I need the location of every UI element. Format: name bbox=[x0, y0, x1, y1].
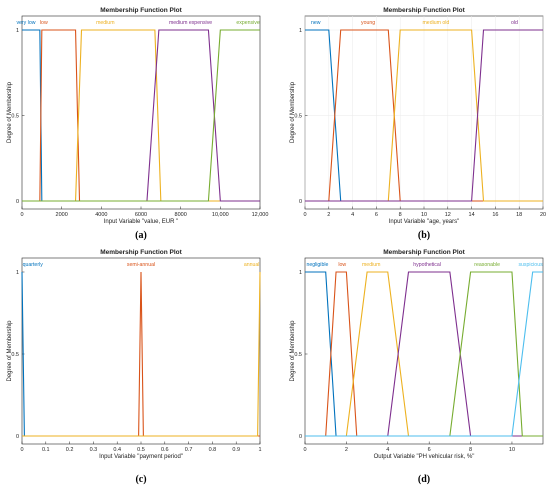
series-label: suspicious bbox=[518, 262, 543, 268]
x-tick-label: 10,000 bbox=[212, 212, 229, 218]
chart-title: Membership Function Plot bbox=[100, 7, 182, 14]
x-tick-label: 2 bbox=[327, 212, 330, 218]
series-label: medium bbox=[96, 20, 114, 26]
series-line-expensive bbox=[22, 29, 260, 202]
series-label: medium expensive bbox=[169, 20, 212, 26]
y-tick-label: 0.5 bbox=[294, 114, 302, 120]
series-label: low bbox=[40, 20, 48, 26]
x-tick-label: 0.3 bbox=[90, 447, 98, 453]
x-tick-label: 0.8 bbox=[209, 447, 217, 453]
y-axis-label: Degree of Membership bbox=[290, 320, 296, 382]
series-label: quarterly bbox=[23, 262, 44, 268]
y-tick-label: 1 bbox=[16, 270, 19, 276]
series-label: very low bbox=[16, 20, 35, 26]
x-tick-label: 2 bbox=[345, 447, 348, 453]
x-tick-label: 8 bbox=[399, 212, 402, 218]
x-tick-label: 0 bbox=[303, 212, 306, 218]
y-tick-label: 1 bbox=[299, 270, 302, 276]
series-line-old bbox=[305, 29, 543, 202]
chart-panel-3: 0 0.1 0.2 0.3 0.4 0.5 0.6 0.7 0.8 0.9 1 0 0.5 1 quarte… bbox=[7, 249, 262, 485]
plot-area bbox=[21, 15, 261, 210]
chart-panel-2: 0 2 4 6 8 10 12 14 16 18 20 0 0.5 1 new young medium old… bbox=[290, 7, 546, 241]
series-label: semi-annual bbox=[127, 262, 155, 268]
x-tick-label: 0 bbox=[20, 212, 23, 218]
x-tick-label: 10 bbox=[509, 447, 515, 453]
y-tick-label: 0 bbox=[16, 199, 19, 205]
series-label: hypothetical bbox=[413, 262, 441, 268]
x-axis-label: Input Variable "payment period" bbox=[99, 454, 183, 460]
chart-title: Membership Function Plot bbox=[100, 249, 182, 256]
series-label: annual bbox=[244, 262, 260, 268]
x-tick-label: 8000 bbox=[175, 212, 187, 218]
y-tick-label: 0 bbox=[299, 434, 302, 440]
x-tick-label: 1 bbox=[258, 447, 261, 453]
x-tick-label: 0.7 bbox=[185, 447, 193, 453]
x-axis-label: Output Variable "PH vehicular risk, %" bbox=[374, 454, 475, 460]
x-tick-label: 0.2 bbox=[66, 447, 74, 453]
series-line-annual bbox=[22, 271, 261, 437]
y-tick-label: 1 bbox=[16, 28, 19, 34]
chart-panel-1: 0 2000 4000 6000 8000 10,000 12,000 0 0.5 1 very l… bbox=[7, 7, 268, 241]
x-tick-label: 4000 bbox=[95, 212, 107, 218]
panel-caption: (c) bbox=[135, 474, 146, 485]
x-tick-label: 0.4 bbox=[113, 447, 121, 453]
series-label: medium bbox=[362, 262, 380, 268]
series-label: old bbox=[511, 20, 518, 26]
series-label: reasonable bbox=[474, 262, 500, 268]
x-axis-label: Input Variable "age, years" bbox=[389, 219, 460, 225]
x-tick-label: 18 bbox=[516, 212, 522, 218]
x-tick-label: 6000 bbox=[135, 212, 147, 218]
plot-area bbox=[304, 257, 544, 445]
x-tick-label: 0 bbox=[20, 447, 23, 453]
x-tick-label: 12,000 bbox=[252, 212, 269, 218]
x-tick-label: 0 bbox=[303, 447, 306, 453]
series-line-suspicious bbox=[305, 271, 543, 437]
series-label: medium old bbox=[422, 20, 449, 26]
y-tick-label: 0 bbox=[299, 199, 302, 205]
x-tick-label: 6 bbox=[428, 447, 431, 453]
x-tick-label: 20 bbox=[540, 212, 546, 218]
x-tick-label: 0.6 bbox=[161, 447, 169, 453]
chart-panel-4: 0 2 4 6 8 10 0 0.5 1 negligible low medium hypotheti… bbox=[290, 249, 544, 485]
x-tick-label: 12 bbox=[445, 212, 451, 218]
series-label: new bbox=[311, 20, 321, 26]
x-tick-label: 0.9 bbox=[232, 447, 240, 453]
y-tick-label: 0.5 bbox=[294, 352, 302, 358]
y-axis-label: Degree of Membership bbox=[7, 320, 13, 382]
x-tick-label: 8 bbox=[469, 447, 472, 453]
x-tick-label: 4 bbox=[386, 447, 389, 453]
y-tick-label: 0 bbox=[16, 434, 19, 440]
panel-caption: (d) bbox=[418, 474, 430, 485]
series-label: expensive bbox=[236, 20, 259, 26]
panel-caption: (b) bbox=[418, 230, 430, 241]
panel-caption: (a) bbox=[135, 230, 147, 241]
y-tick-label: 0.5 bbox=[11, 352, 19, 358]
chart-title: Membership Function Plot bbox=[383, 7, 465, 14]
x-tick-label: 14 bbox=[469, 212, 475, 218]
series-label: negligible bbox=[306, 262, 328, 268]
y-axis-label: Degree of Membership bbox=[7, 81, 13, 143]
x-tick-label: 10 bbox=[421, 212, 427, 218]
y-axis-label: Degree of Membership bbox=[290, 81, 296, 143]
x-axis-label: Input Variable "value, EUR " bbox=[104, 219, 179, 225]
x-tick-label: 0.1 bbox=[42, 447, 50, 453]
x-tick-label: 6 bbox=[375, 212, 378, 218]
x-tick-label: 4 bbox=[351, 212, 354, 218]
x-tick-label: 0.5 bbox=[137, 447, 145, 453]
chart-title: Membership Function Plot bbox=[383, 249, 465, 256]
y-tick-label: 1 bbox=[299, 28, 302, 34]
series-label: low bbox=[338, 262, 346, 268]
series-label: young bbox=[361, 20, 375, 26]
x-tick-label: 2000 bbox=[56, 212, 68, 218]
y-tick-label: 0.5 bbox=[11, 114, 19, 120]
x-tick-label: 16 bbox=[492, 212, 498, 218]
